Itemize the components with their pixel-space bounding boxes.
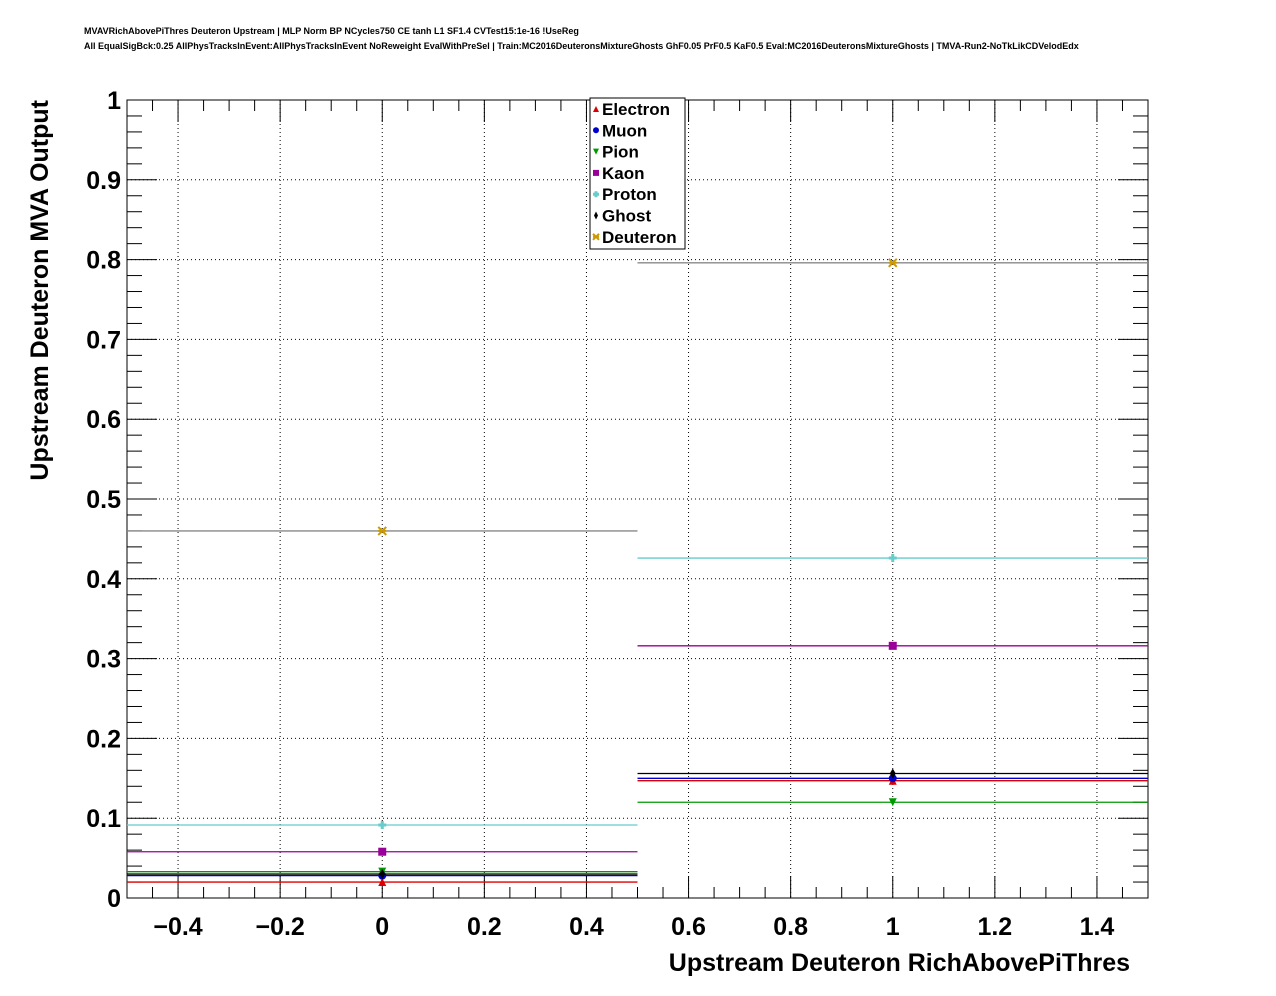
legend-marker-electron — [593, 106, 599, 112]
y-tick-label: 0.1 — [86, 805, 121, 833]
y-axis-label: Upstream Deuteron MVA Output — [26, 99, 54, 480]
legend-box — [589, 97, 686, 250]
data-point-pion — [888, 798, 897, 807]
y-tick-label: 0.8 — [86, 247, 121, 275]
data-point-ghost — [379, 869, 386, 880]
x-tick-label: 1.2 — [977, 913, 1012, 941]
title-line-2: All EqualSigBck:0.25 AllPhysTracksInEven… — [84, 41, 1079, 51]
legend-marker-pion — [593, 148, 599, 155]
data-point-proton — [888, 554, 897, 563]
data-point-kaon — [378, 847, 387, 856]
legend-label-deuteron: Deuteron — [602, 228, 677, 247]
data-point-deuteron — [377, 526, 387, 536]
legend-label-kaon: Kaon — [602, 164, 645, 183]
y-tick-label: 0.6 — [86, 406, 121, 434]
x-tick-label: 0.2 — [467, 913, 502, 941]
x-tick-label: 0.4 — [569, 913, 604, 941]
x-tick-label: 0 — [375, 913, 389, 941]
legend-marker-ghost — [594, 211, 598, 220]
x-tick-label: 0.6 — [671, 913, 706, 941]
y-tick-label: 0 — [107, 885, 121, 913]
legend-marker-proton — [593, 191, 599, 198]
x-tick-label: 0.8 — [773, 913, 808, 941]
legend-label-electron: Electron — [602, 100, 670, 119]
legend-label-proton: Proton — [602, 185, 657, 204]
legend-marker-muon — [593, 127, 599, 134]
legend-label-ghost: Ghost — [602, 207, 651, 226]
x-tick-label: 1 — [886, 913, 900, 941]
y-tick-label: 0.5 — [86, 486, 121, 514]
y-tick-label: 0.9 — [86, 167, 121, 195]
data-point-proton — [378, 820, 387, 829]
y-tick-label: 0.7 — [86, 326, 121, 354]
legend-label-muon: Muon — [602, 121, 647, 140]
title-line-1: MVAVRichAbovePiThres Deuteron Upstream |… — [84, 26, 579, 36]
y-tick-label: 0.3 — [86, 646, 121, 674]
data-point-deuteron — [888, 258, 898, 268]
legend-label-pion: Pion — [602, 143, 639, 162]
y-tick-label: 0.4 — [86, 566, 121, 594]
y-tick-label: 1 — [107, 87, 121, 115]
y-tick-label: 0.2 — [86, 725, 121, 753]
data-point-ghost — [889, 768, 896, 779]
x-axis-label: Upstream Deuteron RichAbovePiThres — [669, 949, 1130, 977]
data-point-kaon — [888, 641, 897, 650]
x-tick-label: −0.4 — [153, 913, 202, 941]
x-tick-label: −0.2 — [255, 913, 304, 941]
x-tick-label: 1.4 — [1080, 913, 1115, 941]
data-point-electron — [378, 878, 387, 887]
legend-marker-deuteron — [592, 233, 600, 241]
legend-marker-kaon — [593, 169, 599, 176]
